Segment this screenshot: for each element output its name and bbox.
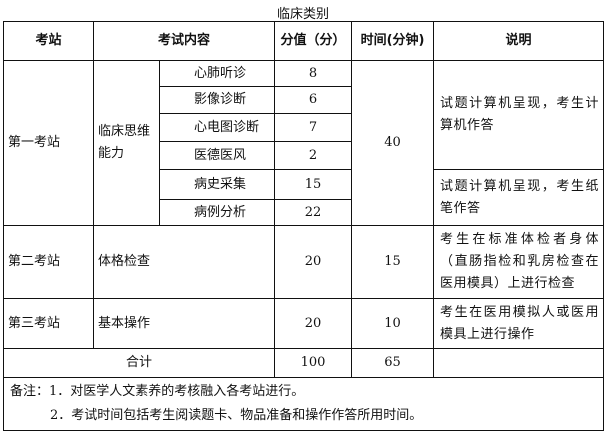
time: 10 — [351, 298, 435, 349]
total-score: 100 — [274, 348, 353, 378]
score: 20 — [274, 225, 353, 299]
time: 15 — [351, 225, 435, 299]
table-title: 临床类别 — [276, 7, 329, 22]
total-desc — [433, 348, 605, 378]
score: 20 — [274, 298, 353, 349]
note-1: 备注：1．对医学人文素养的考核融入各考站进行。 — [10, 384, 305, 399]
content-item: 影像诊断 — [158, 86, 276, 114]
content-item: 心肺听诊 — [158, 60, 276, 87]
content-item: 体格检查 — [92, 225, 276, 299]
header-time: 时间(分钟) — [351, 21, 435, 61]
total-label: 合计 — [2, 348, 276, 378]
score: 6 — [274, 86, 353, 114]
content-category: 临床思维能力 — [93, 60, 160, 226]
table-row: 第三考站 基本操作 20 10 考生在医用模拟人或医用模具上进行操作 — [3, 298, 605, 349]
score: 22 — [274, 199, 353, 226]
table-row: 医德医风 2 — [4, 141, 604, 170]
content-item: 基本操作 — [92, 298, 276, 349]
total-time: 65 — [351, 348, 435, 378]
description: 考生在标准体检者身体（直肠指检和乳房检查在医用模具）上进行检查 — [433, 225, 605, 299]
header-row: 考站 考试内容 分值（分） 时间(分钟) 说明 — [3, 21, 605, 61]
note-2: 2．考试时间包括考生阅读题卡、物品准备和操作作答所用时间。 — [50, 408, 423, 423]
header-content: 考试内容 — [92, 21, 276, 61]
time: 40 — [351, 60, 435, 226]
table-row: 第一考站 临床思维能力 心肺听诊 8 40 试题计算机呈现，考生计算机作答 — [3, 60, 605, 226]
header-score: 分值（分） — [274, 21, 353, 61]
station-name: 第一考站 — [3, 60, 94, 226]
description: 考生在医用模拟人或医用模具上进行操作 — [433, 298, 605, 349]
header-desc: 说明 — [433, 21, 605, 61]
score: 8 — [274, 60, 353, 87]
description: 试题计算机呈现，考生纸笔作答 — [433, 169, 605, 226]
score: 2 — [274, 141, 353, 170]
total-row: 合计 100 65 — [2, 348, 605, 378]
exam-table: 考站 考试内容 分值（分） 时间(分钟) 说明 第一考站 临床思维能力 心肺听诊… — [2, 21, 605, 431]
score: 7 — [274, 113, 353, 142]
station-name: 第三考站 — [3, 298, 94, 349]
content-item: 病例分析 — [158, 199, 276, 226]
content-item: 病史采集 — [158, 169, 276, 200]
notes: 备注：1．对医学人文素养的考核融入各考站进行。 2．考试时间包括考生阅读题卡、物… — [2, 377, 605, 431]
table-row: 病例分析 22 — [4, 199, 604, 226]
content-item: 心电图诊断 — [158, 113, 276, 142]
score: 15 — [274, 169, 353, 200]
table-row: 影像诊断 6 — [4, 86, 604, 114]
header-station: 考站 — [3, 21, 94, 61]
content-item: 医德医风 — [158, 141, 276, 170]
table-row: 第二考站 体格检查 20 15 考生在标准体检者身体（直肠指检和乳房检查在医用模… — [3, 225, 605, 299]
description: 试题计算机呈现，考生计算机作答 — [433, 60, 605, 170]
station-name: 第二考站 — [3, 225, 94, 299]
notes-row: 备注：1．对医学人文素养的考核融入各考站进行。 2．考试时间包括考生阅读题卡、物… — [2, 377, 605, 431]
